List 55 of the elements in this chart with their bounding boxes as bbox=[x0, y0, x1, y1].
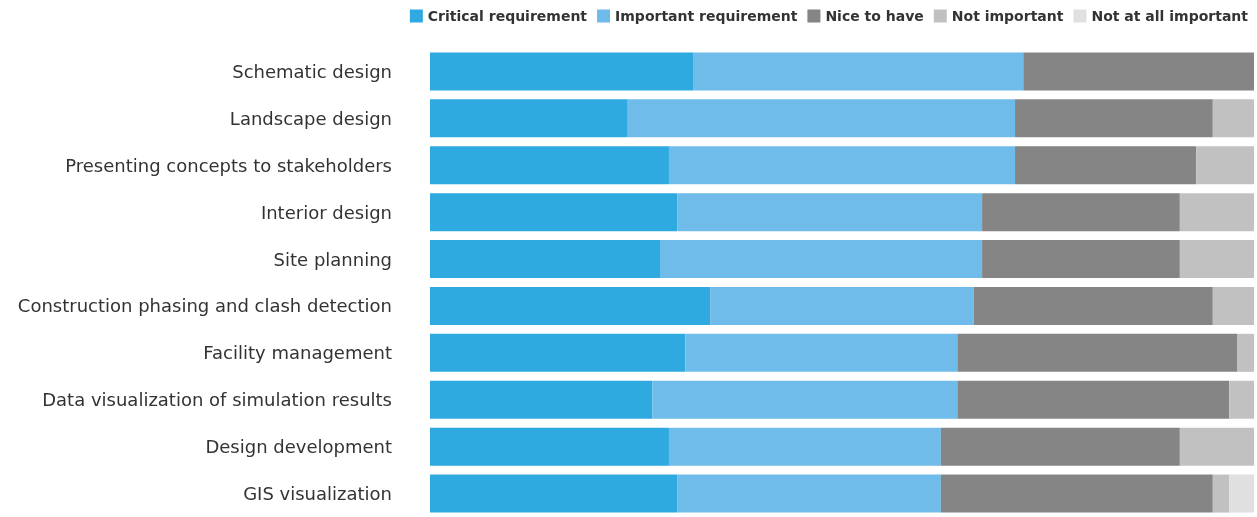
bar bbox=[430, 52, 694, 91]
bar bbox=[660, 240, 983, 279]
bar bbox=[1179, 427, 1254, 466]
y-tick-label: Site planning bbox=[273, 248, 392, 270]
bar bbox=[430, 474, 678, 513]
legend-label: Not important bbox=[951, 8, 1064, 24]
bar bbox=[957, 380, 1230, 419]
bar bbox=[627, 99, 1016, 138]
bar bbox=[677, 474, 941, 513]
y-tick-label: Construction phasing and clash detection bbox=[17, 295, 392, 317]
bar bbox=[940, 427, 1180, 466]
bar bbox=[685, 333, 958, 372]
bar bbox=[1015, 99, 1213, 138]
y-tick-label: Schematic design bbox=[232, 60, 392, 82]
legend-label: Important requirement bbox=[615, 8, 798, 24]
bar bbox=[1229, 474, 1254, 513]
bar bbox=[1212, 286, 1254, 325]
y-tick-label: Presenting concepts to stakeholders bbox=[65, 154, 392, 176]
bar bbox=[982, 240, 1180, 279]
y-tick-label: Design development bbox=[205, 436, 392, 458]
bar bbox=[668, 146, 1016, 185]
bar bbox=[1212, 99, 1254, 138]
bar bbox=[430, 286, 711, 325]
bar bbox=[652, 380, 958, 419]
bar bbox=[1015, 146, 1197, 185]
y-tick-label: Data visualization of simulation results bbox=[42, 389, 392, 411]
legend-label: Nice to have bbox=[825, 8, 924, 24]
y-tick-label: Landscape design bbox=[229, 107, 392, 129]
bar bbox=[430, 240, 661, 279]
bar bbox=[1212, 474, 1230, 513]
legend-label: Not at all important bbox=[1091, 8, 1249, 24]
bar bbox=[973, 286, 1213, 325]
bar bbox=[1196, 146, 1254, 185]
bar bbox=[1023, 52, 1254, 91]
bar bbox=[1179, 240, 1254, 279]
bar bbox=[430, 333, 686, 372]
bar bbox=[710, 286, 974, 325]
bar bbox=[430, 380, 653, 419]
y-tick-label: Interior design bbox=[260, 201, 392, 223]
bar bbox=[677, 193, 983, 232]
bar bbox=[430, 99, 628, 138]
bar bbox=[1179, 193, 1254, 232]
bar bbox=[430, 427, 669, 466]
bar bbox=[982, 193, 1180, 232]
bar bbox=[430, 146, 669, 185]
bar bbox=[957, 333, 1238, 372]
bar bbox=[940, 474, 1213, 513]
bar bbox=[668, 427, 941, 466]
y-tick-label: Facility management bbox=[203, 342, 392, 364]
legend-label: Critical requirement bbox=[427, 8, 588, 24]
bar bbox=[1229, 380, 1254, 419]
bar bbox=[693, 52, 1024, 91]
bar bbox=[1237, 333, 1254, 372]
y-tick-label: GIS visualization bbox=[243, 483, 392, 505]
bar bbox=[430, 193, 678, 232]
